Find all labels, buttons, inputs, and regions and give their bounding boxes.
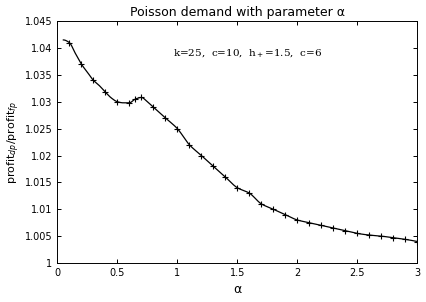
Y-axis label: profit$_{dp}$/profit$_{fp}$: profit$_{dp}$/profit$_{fp}$ [6,101,22,184]
Title: Poisson demand with parameter α: Poisson demand with parameter α [130,5,345,18]
Text: k=25,  c=10,  h$_+$=1.5,  c=6: k=25, c=10, h$_+$=1.5, c=6 [173,48,322,60]
X-axis label: α: α [233,284,242,297]
